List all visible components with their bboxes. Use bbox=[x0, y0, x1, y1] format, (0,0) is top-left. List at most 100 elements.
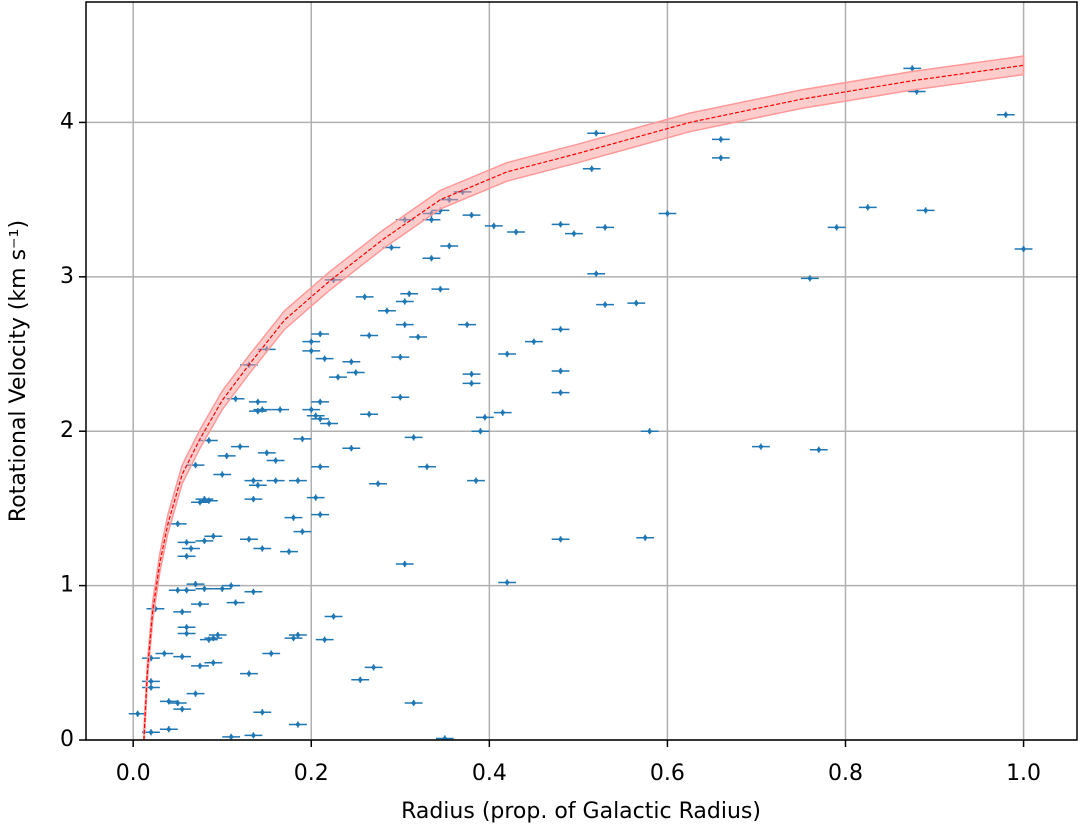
data-point bbox=[248, 398, 267, 405]
data-point bbox=[311, 330, 330, 338]
point bbox=[287, 549, 292, 554]
data-point bbox=[346, 369, 365, 376]
point bbox=[349, 446, 354, 451]
point bbox=[442, 736, 447, 740]
point bbox=[224, 453, 229, 458]
point bbox=[558, 369, 563, 373]
data-point bbox=[1014, 245, 1033, 253]
point bbox=[148, 679, 153, 684]
data-point bbox=[177, 630, 196, 637]
point bbox=[384, 308, 389, 313]
data-point bbox=[266, 477, 285, 484]
point bbox=[255, 483, 260, 488]
data-point bbox=[551, 389, 570, 396]
point bbox=[189, 546, 194, 551]
data-point bbox=[128, 710, 147, 717]
point bbox=[1021, 247, 1026, 252]
data-point bbox=[182, 545, 200, 552]
point bbox=[322, 637, 327, 642]
data-point bbox=[177, 587, 196, 594]
point bbox=[865, 205, 870, 210]
data-point bbox=[177, 624, 196, 631]
confidence-band bbox=[143, 55, 1025, 740]
data-point bbox=[248, 482, 267, 489]
data-point bbox=[440, 242, 459, 250]
y-tick-label: 1 bbox=[60, 573, 74, 598]
data-point bbox=[244, 496, 263, 503]
point bbox=[718, 137, 723, 142]
point bbox=[571, 231, 576, 236]
data-point bbox=[551, 221, 570, 228]
data-point bbox=[262, 650, 281, 657]
point bbox=[910, 66, 915, 71]
data-point bbox=[280, 548, 298, 555]
point bbox=[398, 355, 403, 360]
data-point bbox=[364, 664, 383, 671]
data-point bbox=[471, 428, 490, 435]
point bbox=[300, 436, 305, 441]
point bbox=[389, 245, 394, 250]
point bbox=[376, 481, 381, 486]
point bbox=[558, 222, 563, 227]
point bbox=[594, 271, 599, 276]
data-point bbox=[311, 463, 330, 470]
data-point bbox=[244, 477, 263, 484]
data-point bbox=[827, 224, 846, 231]
data-point bbox=[266, 457, 285, 464]
data-point bbox=[240, 536, 258, 543]
data-point bbox=[168, 699, 187, 707]
point bbox=[291, 636, 296, 641]
point bbox=[478, 429, 483, 434]
point bbox=[309, 348, 314, 353]
data-point bbox=[306, 494, 325, 501]
data-point bbox=[253, 545, 272, 552]
point bbox=[398, 395, 403, 400]
data-point bbox=[320, 420, 338, 427]
point bbox=[309, 407, 314, 412]
data-point bbox=[395, 560, 414, 568]
data-point bbox=[257, 449, 276, 456]
data-point bbox=[916, 207, 935, 214]
point bbox=[260, 710, 265, 715]
point bbox=[318, 331, 323, 336]
point bbox=[402, 322, 407, 327]
point bbox=[358, 677, 363, 682]
data-point bbox=[462, 211, 481, 219]
point bbox=[251, 733, 256, 738]
point bbox=[594, 131, 599, 136]
point bbox=[309, 339, 314, 344]
point bbox=[482, 415, 487, 420]
point bbox=[558, 537, 563, 542]
data-point bbox=[342, 445, 361, 452]
data-point bbox=[289, 477, 307, 484]
point bbox=[318, 512, 323, 517]
y-tick-label: 0 bbox=[60, 727, 74, 752]
data-point bbox=[204, 635, 223, 642]
point bbox=[193, 582, 198, 587]
point bbox=[291, 515, 296, 520]
point bbox=[251, 478, 256, 483]
data-point bbox=[199, 497, 218, 504]
point bbox=[180, 609, 185, 614]
point bbox=[647, 429, 652, 434]
point bbox=[402, 299, 407, 304]
data-point bbox=[302, 338, 321, 345]
point bbox=[362, 294, 367, 299]
point bbox=[643, 535, 648, 540]
point bbox=[260, 407, 265, 412]
data-point bbox=[507, 228, 525, 236]
point bbox=[558, 327, 563, 332]
point bbox=[469, 213, 474, 218]
data-point bbox=[271, 406, 290, 413]
point bbox=[215, 633, 220, 638]
data-point bbox=[467, 477, 485, 484]
data-point bbox=[360, 332, 379, 339]
point bbox=[295, 633, 300, 638]
point bbox=[180, 654, 185, 659]
data-point bbox=[391, 394, 410, 401]
point bbox=[184, 631, 189, 636]
data-point bbox=[289, 631, 307, 639]
data-point bbox=[551, 536, 570, 543]
point bbox=[438, 287, 443, 292]
point bbox=[202, 538, 207, 543]
